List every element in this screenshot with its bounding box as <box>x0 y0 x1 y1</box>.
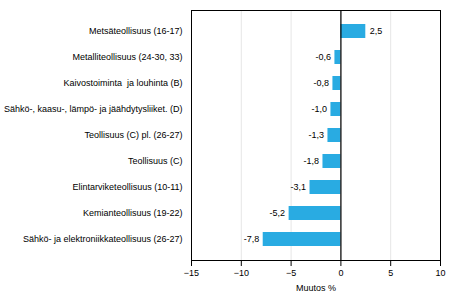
svg-text:−15: −15 <box>184 268 199 278</box>
svg-text:0: 0 <box>338 268 343 278</box>
svg-text:Kaivostoiminta ja louhinta (B: Kaivostoiminta ja louhinta (B) <box>63 78 182 88</box>
svg-text:-7,8: -7,8 <box>244 234 260 244</box>
svg-text:Sähkö-, kaasu-, lämpö- ja jääh: Sähkö-, kaasu-, lämpö- ja jäähdytysliike… <box>4 104 183 114</box>
svg-text:-1,8: -1,8 <box>303 156 319 166</box>
svg-text:-0,8: -0,8 <box>313 78 329 88</box>
svg-text:−10: −10 <box>234 268 249 278</box>
svg-text:Kemianteollisuus (19-22): Kemianteollisuus (19-22) <box>83 208 183 218</box>
svg-text:2,5: 2,5 <box>370 26 383 36</box>
svg-text:Elintarviketeollisuus (10-11): Elintarviketeollisuus (10-11) <box>73 182 183 192</box>
svg-text:Sähkö- ja elektroniikkateollis: Sähkö- ja elektroniikkateollisuus (26-27… <box>23 234 183 244</box>
svg-text:Teollisuus (C) pl. (26-27): Teollisuus (C) pl. (26-27) <box>84 130 182 140</box>
svg-text:-1,0: -1,0 <box>311 104 327 114</box>
svg-text:10: 10 <box>435 268 445 278</box>
svg-text:-0,6: -0,6 <box>315 52 331 62</box>
svg-text:Muutos %: Muutos % <box>296 283 336 293</box>
svg-text:5: 5 <box>388 268 393 278</box>
svg-text:-3,1: -3,1 <box>291 182 307 192</box>
svg-text:Metsäteollisuus (16-17): Metsäteollisuus (16-17) <box>89 26 183 36</box>
svg-text:-1,3: -1,3 <box>308 130 324 140</box>
svg-text:Metalliteollisuus (24-30, 33): Metalliteollisuus (24-30, 33) <box>72 52 182 62</box>
svg-text:Teollisuus (C): Teollisuus (C) <box>128 156 183 166</box>
svg-text:−5: −5 <box>286 268 296 278</box>
svg-text:-5,2: -5,2 <box>270 208 286 218</box>
